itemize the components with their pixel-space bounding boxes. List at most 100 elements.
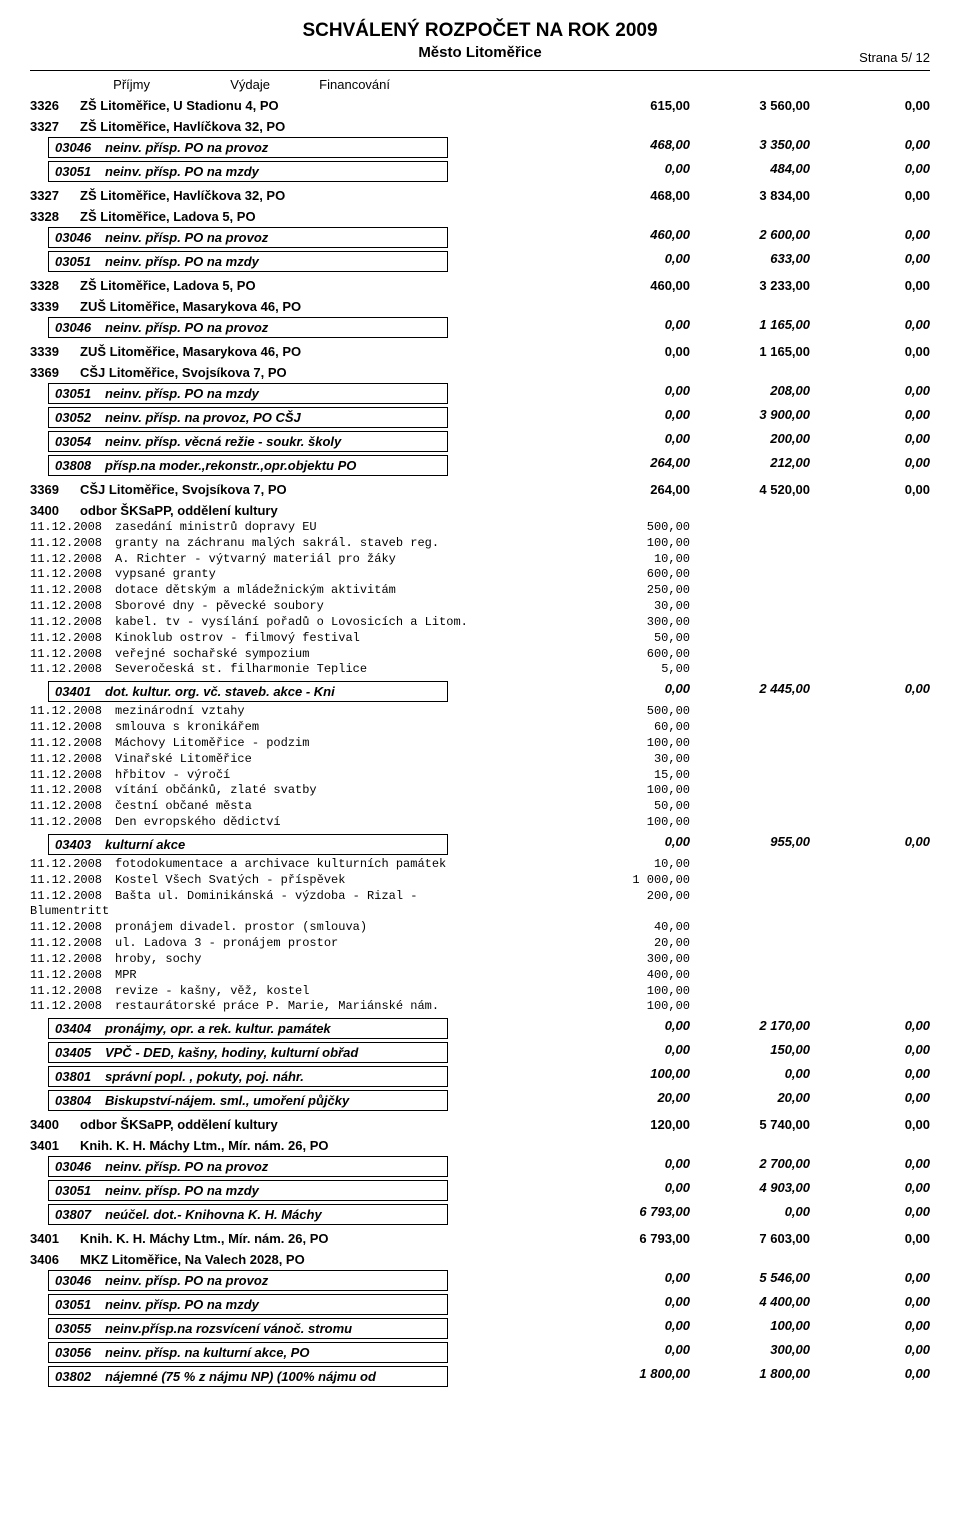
budget-box: 03046neinv. přísp. PO na provoz <box>48 227 448 248</box>
note-text: smlouva s kronikářem <box>115 720 570 736</box>
section-val-p: 120,00 <box>570 1117 690 1132</box>
section-val-v: 3 560,00 <box>690 98 810 113</box>
note-date: 11.12.2008 <box>30 704 115 720</box>
note-text: MPR <box>115 968 570 984</box>
box-values: 0,00150,000,00 <box>448 1042 930 1063</box>
box-values: 0,00208,000,00 <box>448 383 930 404</box>
note-date: 11.12.2008 <box>30 552 115 568</box>
box-name: neinv. přísp. PO na provoz <box>105 230 441 245</box>
note-text: hroby, sochy <box>115 952 570 968</box>
box-name: nájemné (75 % z nájmu NP) (100% nájmu od <box>105 1369 441 1384</box>
box-values: 0,004 400,000,00 <box>448 1294 930 1315</box>
section-code: 3327 <box>30 119 80 134</box>
box-name: neinv. přísp. PO na provoz <box>105 320 441 335</box>
box-code: 03051 <box>55 164 105 179</box>
section-code: 3400 <box>30 503 80 518</box>
box-values: 6 793,000,000,00 <box>448 1204 930 1225</box>
box-values: 100,000,000,00 <box>448 1066 930 1087</box>
doc-title: SCHVÁLENÝ ROZPOČET NA ROK 2009 <box>30 20 930 42</box>
box-values: 468,003 350,000,00 <box>448 137 930 158</box>
budget-box: 03056neinv. přísp. na kulturní akce, PO <box>48 1342 448 1363</box>
section-val-p: 615,00 <box>570 98 690 113</box>
box-val-v: 0,00 <box>690 1204 810 1225</box>
note-text: fotodokumentace a archivace kulturních p… <box>115 857 570 873</box>
box-val-v: 2 170,00 <box>690 1018 810 1039</box>
box-name: Biskupství-nájem. sml., umoření půjčky <box>105 1093 441 1108</box>
note-value: 40,00 <box>570 920 690 936</box>
box-code: 03404 <box>55 1021 105 1036</box>
box-name: neinv. přísp. PO na provoz <box>105 140 441 155</box>
box-val-v: 484,00 <box>690 161 810 182</box>
note-value: 500,00 <box>570 704 690 720</box>
box-val-v: 4 400,00 <box>690 1294 810 1315</box>
section-row: 3401Knih. K. H. Máchy Ltm., Mír. nám. 26… <box>30 1138 930 1153</box>
box-code: 03401 <box>55 684 105 699</box>
section-val-f: 0,00 <box>810 344 930 359</box>
note-value: 100,00 <box>570 984 690 1000</box>
note-date: 11.12.2008 <box>30 968 115 984</box>
section-row: 3400odbor ŠKSaPP, oddělení kultury <box>30 503 930 518</box>
note-text: granty na záchranu malých sakrál. staveb… <box>115 536 570 552</box>
note-text: dotace dětským a mládežnickým aktivitám <box>115 583 570 599</box>
box-val-v: 1 800,00 <box>690 1366 810 1387</box>
note-value: 15,00 <box>570 768 690 784</box>
note-value: 100,00 <box>570 736 690 752</box>
box-val-f: 0,00 <box>810 1342 930 1363</box>
box-values: 0,00200,000,00 <box>448 431 930 452</box>
section-code: 3401 <box>30 1231 80 1246</box>
section-code: 3369 <box>30 482 80 497</box>
budget-box: 03405VPČ - DED, kašny, hodiny, kulturní … <box>48 1042 448 1063</box>
box-val-p: 1 800,00 <box>570 1366 690 1387</box>
note-row: 11.12.2008mezinárodní vztahy500,00 <box>30 704 930 720</box>
note-date: 11.12.2008 <box>30 599 115 615</box>
box-val-p: 0,00 <box>570 383 690 404</box>
box-name: neinv. přísp. PO na provoz <box>105 1273 441 1288</box>
box-values: 0,00100,000,00 <box>448 1318 930 1339</box>
note-text: vítání občánků, zlaté svatby <box>115 783 570 799</box>
box-val-f: 0,00 <box>810 1066 930 1087</box>
box-val-f: 0,00 <box>810 227 930 248</box>
section-row: 3339ZUŠ Litoměřice, Masarykova 46, PO0,0… <box>30 344 930 359</box>
box-val-p: 0,00 <box>570 1294 690 1315</box>
box-val-p: 100,00 <box>570 1066 690 1087</box>
note-row: 11.12.2008vítání občánků, zlaté svatby10… <box>30 783 930 799</box>
box-values: 0,001 165,000,00 <box>448 317 930 338</box>
section-val-f: 0,00 <box>810 98 930 113</box>
section-val-v: 7 603,00 <box>690 1231 810 1246</box>
section-row: 3327ZŠ Litoměřice, Havlíčkova 32, PO468,… <box>30 188 930 203</box>
section-val-f: 0,00 <box>810 482 930 497</box>
section-val-v: 4 520,00 <box>690 482 810 497</box>
budget-box-line: 03055neinv.přísp.na rozsvícení vánoč. st… <box>48 1318 930 1339</box>
note-row: 11.12.2008smlouva s kronikářem60,00 <box>30 720 930 736</box>
section-name: ZUŠ Litoměřice, Masarykova 46, PO <box>80 344 570 359</box>
box-val-p: 0,00 <box>570 834 690 855</box>
box-val-f: 0,00 <box>810 317 930 338</box>
section-row: 3369CŠJ Litoměřice, Svojsíkova 7, PO <box>30 365 930 380</box>
note-row: 11.12.2008Bašta ul. Dominikánská - výzdo… <box>30 889 930 905</box>
note-text: A. Richter - výtvarný materiál pro žáky <box>115 552 570 568</box>
note-date: 11.12.2008 <box>30 783 115 799</box>
box-values: 460,002 600,000,00 <box>448 227 930 248</box>
doc-subtitle: Město Litoměřice <box>30 44 930 61</box>
budget-box-line: 03801správní popl. , pokuty, poj. náhr.1… <box>48 1066 930 1087</box>
box-code: 03808 <box>55 458 105 473</box>
note-row: 11.12.2008Máchovy Litoměřice - podzim100… <box>30 736 930 752</box>
box-val-v: 200,00 <box>690 431 810 452</box>
box-val-p: 0,00 <box>570 161 690 182</box>
section-name: Knih. K. H. Máchy Ltm., Mír. nám. 26, PO <box>80 1231 570 1246</box>
box-val-p: 460,00 <box>570 227 690 248</box>
budget-box: 03404pronájmy, opr. a rek. kultur. památ… <box>48 1018 448 1039</box>
section-name: CŠJ Litoměřice, Svojsíkova 7, PO <box>80 365 930 380</box>
box-code: 03807 <box>55 1207 105 1222</box>
section-code: 3328 <box>30 209 80 224</box>
budget-box: 03051neinv. přísp. PO na mzdy <box>48 383 448 404</box>
note-row: 11.12.2008A. Richter - výtvarný materiál… <box>30 552 930 568</box>
budget-box: 03808přísp.na moder.,rekonstr.,opr.objek… <box>48 455 448 476</box>
box-val-p: 0,00 <box>570 1270 690 1291</box>
box-val-p: 20,00 <box>570 1090 690 1111</box>
note-date: 11.12.2008 <box>30 615 115 631</box>
section-code: 3401 <box>30 1138 80 1153</box>
box-values: 264,00212,000,00 <box>448 455 930 476</box>
note-text: restaurátorské práce P. Marie, Mariánské… <box>115 999 570 1015</box>
note-value: 30,00 <box>570 752 690 768</box>
